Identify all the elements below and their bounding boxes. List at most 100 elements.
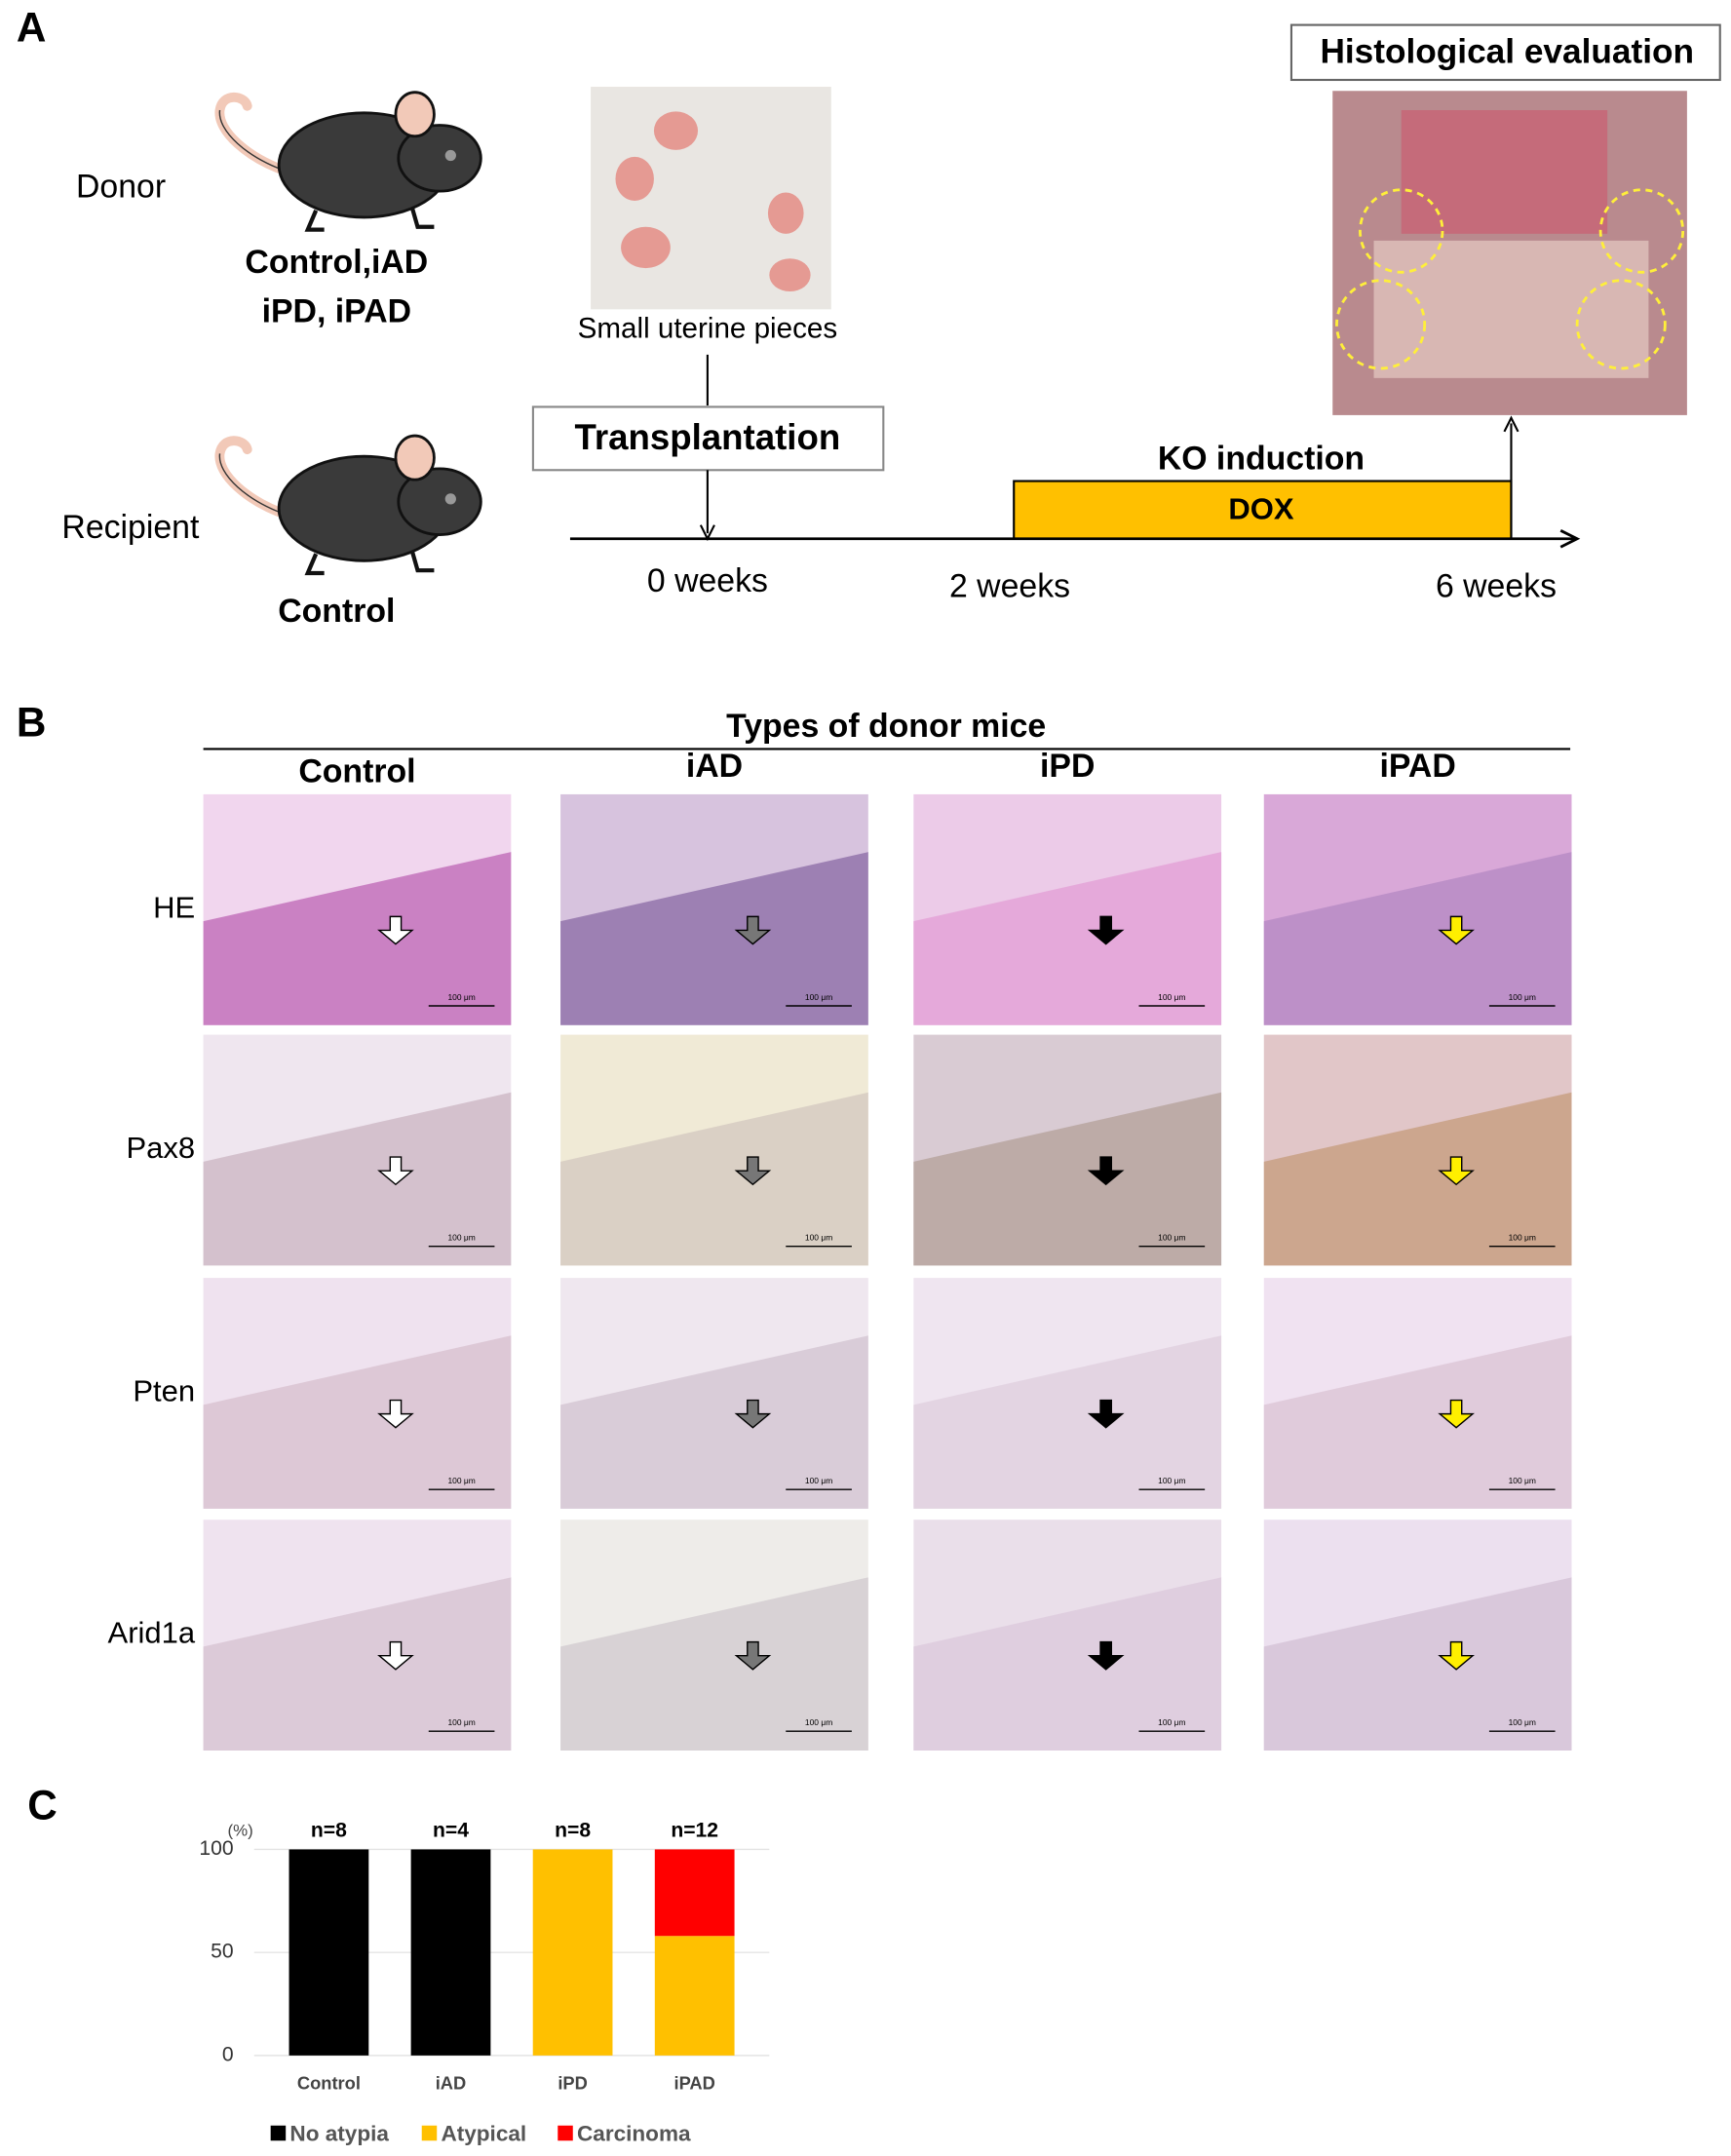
photo-detail	[1401, 109, 1608, 234]
column-header: iPAD	[1379, 748, 1455, 785]
arrow-marker	[1087, 1156, 1125, 1186]
uterine-pieces	[615, 111, 811, 292]
arrow-marker	[734, 1640, 772, 1671]
scale-bar-label: 100 μm	[1158, 1717, 1185, 1727]
tissue	[203, 1577, 512, 1751]
bar-segment	[654, 1849, 735, 1937]
timeline-label: 0 weeks	[647, 562, 768, 599]
tissue	[1263, 852, 1572, 1025]
tumor-circles	[1335, 188, 1685, 370]
scale-bar-label: 100 μm	[1158, 1476, 1185, 1485]
arrow-marker	[377, 915, 414, 945]
scale-bar-label: 100 μm	[1158, 1232, 1185, 1242]
arrow-marker	[1087, 1640, 1125, 1671]
timeline-label: 6 weeks	[1436, 567, 1557, 604]
panel-label: A	[17, 4, 47, 50]
scale-bar-label: 100 μm	[1509, 1717, 1536, 1727]
arrow-marker	[377, 1640, 414, 1671]
bar-segment	[288, 1849, 369, 2056]
donor-types: iPD, iPAD	[262, 293, 411, 330]
scale-bar-label: 100 μm	[1509, 992, 1536, 1002]
legend-swatch	[421, 2125, 438, 2141]
arrow-marker	[1438, 915, 1475, 945]
legend-label: No atypia	[289, 2122, 389, 2146]
bar-segment	[532, 1849, 613, 2056]
timeline-label: 2 weeks	[949, 567, 1070, 604]
tissue	[560, 1335, 868, 1509]
y-tick-label: 50	[211, 1941, 234, 1963]
tissue	[560, 1577, 868, 1751]
arrow-marker	[734, 1399, 772, 1429]
arrow-marker	[1087, 915, 1125, 945]
panel-label: B	[17, 700, 47, 746]
row-label: Pten	[133, 1374, 195, 1408]
arrow-marker	[734, 1156, 772, 1186]
scale-bar-label: 100 μm	[805, 992, 832, 1002]
arrow-head	[1503, 415, 1519, 433]
y-tick-label: 0	[222, 2043, 234, 2065]
tissue	[913, 1092, 1222, 1266]
row-label: Pax8	[126, 1131, 195, 1165]
sample-size: n=12	[671, 1820, 718, 1842]
bar-segment	[654, 1936, 735, 2056]
sample-size: n=8	[555, 1820, 591, 1842]
donor-label: Donor	[76, 168, 166, 205]
x-tick-label: Control	[297, 2072, 361, 2093]
tissue	[1263, 1577, 1572, 1751]
ko-label: KO induction	[1158, 440, 1365, 477]
recipient-type: Control	[278, 593, 395, 630]
legend-label: Atypical	[441, 2122, 526, 2146]
tissue	[913, 1335, 1222, 1509]
scale-bar-label: 100 μm	[447, 1717, 475, 1727]
image-grid: Control iAD iPD iPAD HE 100 μm 100 μm 100 μm 100…	[108, 748, 1572, 1751]
bar-segment	[410, 1849, 491, 2056]
arrow-marker	[1438, 1399, 1475, 1429]
tissue	[203, 852, 512, 1025]
histology-label: Histological evaluation	[1320, 33, 1694, 71]
photo-caption: Small uterine pieces	[578, 312, 837, 344]
scale-bar-label: 100 μm	[805, 1232, 832, 1242]
scale-bar-label: 100 μm	[1509, 1476, 1536, 1485]
scale-bar-label: 100 μm	[805, 1476, 832, 1485]
dox-label: DOX	[1228, 492, 1293, 526]
recipient-mouse	[219, 436, 481, 573]
tissue	[560, 1092, 868, 1266]
tissue	[203, 1092, 512, 1266]
legend-label: Carcinoma	[577, 2122, 691, 2146]
column-header: iAD	[686, 748, 743, 785]
legend-swatch	[270, 2125, 287, 2141]
arrow-marker	[377, 1156, 414, 1186]
arrow-marker	[734, 915, 772, 945]
row-label: HE	[153, 891, 195, 925]
photo-detail	[1373, 240, 1649, 378]
y-unit: (%)	[228, 1822, 253, 1840]
legend-swatch	[558, 2125, 573, 2141]
row-label: Arid1a	[108, 1616, 196, 1650]
tissue	[1263, 1092, 1572, 1266]
x-tick-label: iPAD	[673, 2072, 714, 2093]
scale-bar-label: 100 μm	[447, 992, 475, 1002]
panel-label: C	[27, 1782, 58, 1828]
y-tick-label: 100	[199, 1837, 233, 1860]
arrow-marker	[1438, 1156, 1475, 1186]
tissue	[1263, 1335, 1572, 1509]
sample-size: n=4	[433, 1820, 469, 1842]
scale-bar-label: 100 μm	[1158, 992, 1185, 1002]
scale-bar-label: 100 μm	[447, 1232, 475, 1242]
column-header: Control	[298, 753, 415, 790]
donor-types: Control,iAD	[245, 244, 428, 281]
histology-box	[1289, 23, 1721, 82]
timeline-head	[1559, 529, 1581, 549]
x-tick-label: iPD	[558, 2072, 588, 2093]
recipient-label: Recipient	[61, 509, 200, 546]
arrow-marker	[1438, 1640, 1475, 1671]
sample-size: n=8	[311, 1820, 347, 1842]
tissue	[203, 1335, 512, 1509]
arrow-marker	[377, 1399, 414, 1429]
scale-bar-label: 100 μm	[1509, 1232, 1536, 1242]
x-tick-label: iAD	[436, 2072, 467, 2093]
donor-mouse	[219, 93, 481, 230]
tissue	[560, 852, 868, 1025]
